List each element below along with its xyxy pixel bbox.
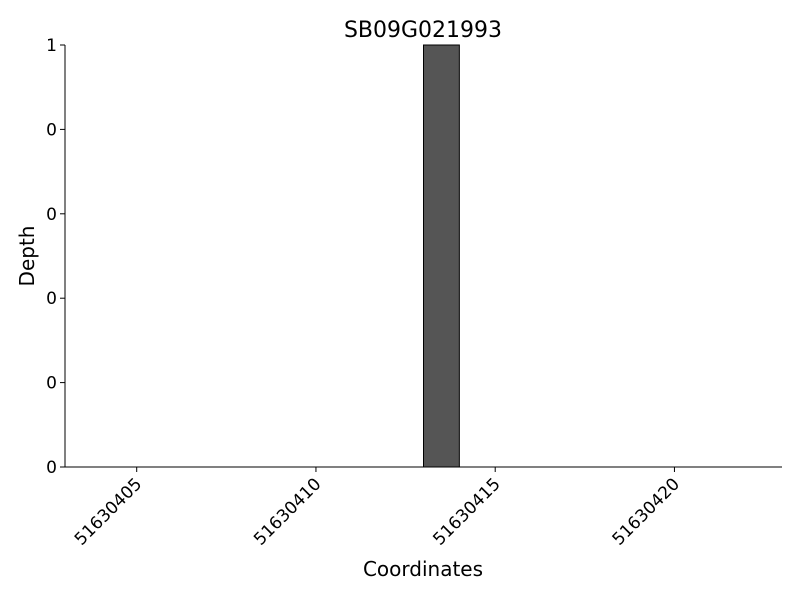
x-tick-label: 51630405 [71,474,146,549]
y-tick-label: 0 [46,205,57,225]
x-tick-label: 51630415 [429,474,504,549]
y-tick-label: 1 [46,36,57,56]
x-tick-label: 51630420 [609,474,684,549]
y-tick-label: 0 [46,120,57,140]
y-tick-label: 0 [46,458,57,478]
bar [423,44,460,468]
x-tick-label: 51630410 [250,474,325,549]
y-tick-label: 0 [46,374,57,394]
y-axis-label: Depth [15,226,39,287]
chart-title: SB09G021993 [344,18,502,43]
x-axis-label: Coordinates [363,557,483,581]
y-tick-label: 0 [46,289,57,309]
